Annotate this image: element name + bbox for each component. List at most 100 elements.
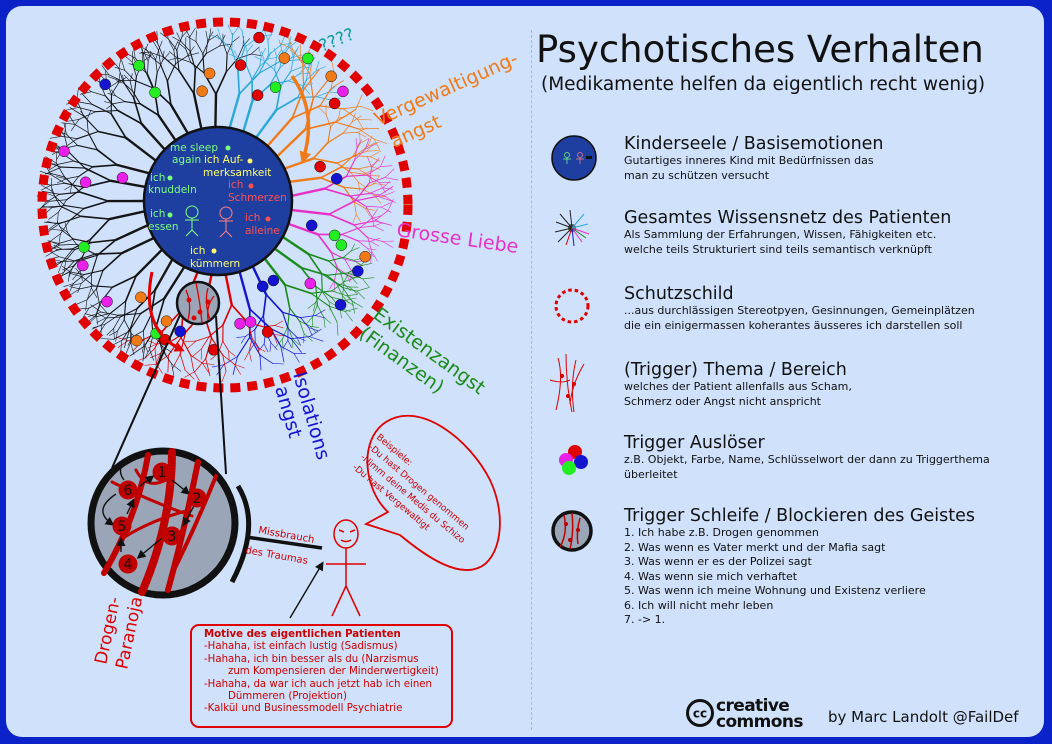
network-branch (280, 345, 295, 354)
network-branch (202, 363, 210, 374)
trigger-dot (253, 31, 265, 44)
network-branch (250, 46, 260, 55)
network-branch (76, 299, 88, 305)
network-branch (342, 106, 362, 110)
network-branch (367, 135, 373, 147)
network-branch (152, 40, 159, 51)
network-branch (267, 51, 272, 60)
network-branch (307, 253, 330, 262)
network-branch (244, 42, 248, 53)
network-branch (87, 287, 92, 299)
legend-line: welches der Patient allenfalls aus Scham… (624, 380, 852, 393)
loop-node-3: 3 (168, 529, 177, 545)
patient-stick-figure (326, 519, 366, 617)
trigger-dot (269, 81, 282, 93)
network-branch (317, 233, 332, 253)
network-branch (111, 82, 119, 95)
network-branch (274, 320, 284, 326)
legend-line: welche teils Strukturiert sind teils sem… (624, 242, 932, 256)
network-branch (117, 319, 125, 332)
network-branch (114, 223, 150, 242)
network-branch (342, 132, 358, 134)
network-branch (236, 336, 251, 358)
network-branch (58, 238, 75, 244)
network-branch (158, 49, 161, 65)
network-branch (387, 198, 394, 211)
network-branch (242, 100, 254, 133)
network-branch (350, 247, 360, 252)
network-branch (69, 185, 72, 194)
network-branch (171, 363, 175, 376)
network-branch (86, 118, 89, 133)
trigger-dot (174, 325, 186, 338)
network-branch (205, 358, 211, 377)
network-branch (106, 328, 114, 336)
network-branch (364, 143, 377, 150)
network-branch (202, 53, 205, 74)
network-branch (288, 176, 322, 184)
network-branch (157, 113, 177, 142)
network-branch (380, 155, 386, 167)
network-branch (117, 312, 142, 316)
network-branch (157, 42, 164, 58)
network-branch (355, 94, 363, 110)
cc-line-1: creative (716, 696, 789, 716)
network-branch (251, 337, 259, 349)
creative-commons-logo: cc creative commons (686, 696, 804, 730)
network-branch (264, 60, 275, 71)
motive-box: Motive des eigentlichen Patienten -Hahah… (190, 624, 453, 728)
network-branch (108, 210, 146, 221)
network-branch (335, 108, 357, 123)
network-branch (208, 28, 212, 41)
network-branch (65, 176, 80, 180)
network-branch (357, 118, 373, 121)
network-branch (270, 328, 292, 340)
network-branch (341, 226, 361, 235)
network-branch (304, 121, 337, 131)
legend-line: 1. Ich habe z.B. Drogen genommen (624, 526, 819, 539)
network-branch (306, 70, 317, 81)
network-branch (91, 103, 112, 115)
loop-node-5: 5 (118, 519, 127, 535)
network-branch (267, 40, 270, 56)
network-branch (350, 171, 364, 175)
network-branch (233, 50, 239, 58)
network-branch (328, 305, 338, 323)
network-branch (124, 331, 130, 348)
network-branch (141, 342, 145, 353)
network-branch (354, 182, 370, 202)
network-branch (309, 328, 322, 337)
network-branch (129, 80, 133, 92)
network-branch (290, 66, 303, 72)
network-branch (70, 283, 82, 286)
network-branch (344, 300, 355, 306)
network-branch (154, 347, 157, 365)
network-branch (383, 191, 395, 196)
trigger-dot (160, 315, 173, 327)
legend-title: (Trigger) Thema / Bereich (624, 360, 847, 380)
network-branch (346, 294, 358, 297)
network-branch (282, 338, 284, 351)
network-branch (290, 56, 294, 72)
network-branch (343, 271, 350, 283)
network-branch (189, 50, 196, 70)
motive-line: Dümmeren (Projektion) (228, 691, 347, 703)
network-branch (228, 92, 241, 130)
rape-fear-arrow (290, 74, 312, 164)
network-branch (370, 151, 381, 158)
network-branch (293, 45, 300, 58)
network-branch (369, 187, 384, 194)
network-branch (153, 258, 174, 291)
network-branch (308, 327, 313, 337)
network-branch (215, 70, 228, 95)
network-branch (172, 353, 181, 369)
legend-title: Gesamtes Wissensnetz des Patienten (624, 208, 952, 228)
network-branch (242, 38, 250, 47)
network-branch (318, 106, 327, 115)
network-branch (364, 207, 371, 217)
network-branch (362, 277, 375, 280)
network-branch (139, 102, 160, 117)
network-branch (104, 314, 119, 325)
network-branch (383, 195, 394, 202)
